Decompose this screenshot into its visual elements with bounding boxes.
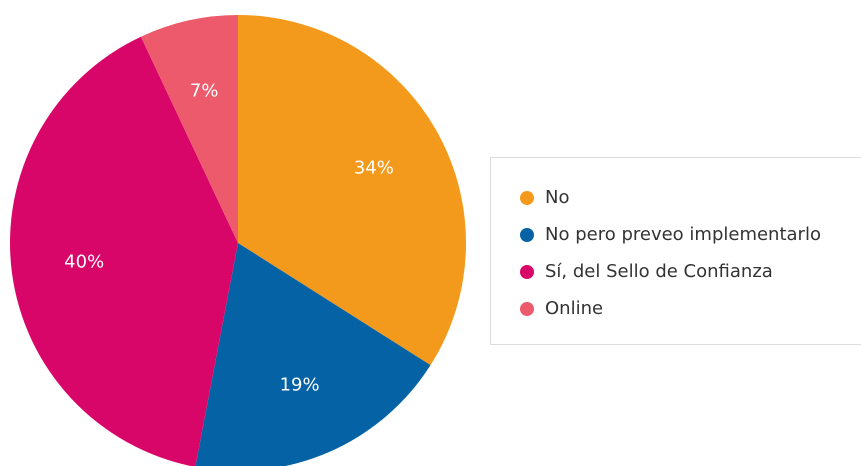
slice-label: 40% (64, 251, 104, 272)
pie-slice (195, 243, 431, 466)
slice-label: 19% (280, 374, 320, 395)
legend-swatch (520, 302, 534, 316)
legend-swatch (520, 265, 534, 279)
legend-label: Sí, del Sello de Confianza (545, 261, 773, 282)
pie-slice (140, 14, 238, 243)
legend-label: Online (545, 298, 603, 319)
legend-swatch (520, 228, 534, 242)
legend-box (490, 157, 861, 345)
legend-swatch (520, 191, 534, 205)
legend-label: No pero preveo implementarlo (545, 224, 821, 245)
slice-label: 7% (190, 81, 219, 102)
slice-label: 34% (354, 157, 394, 178)
pie-slice (238, 15, 466, 366)
legend-label: No (545, 187, 569, 208)
pie-slice (10, 36, 238, 466)
